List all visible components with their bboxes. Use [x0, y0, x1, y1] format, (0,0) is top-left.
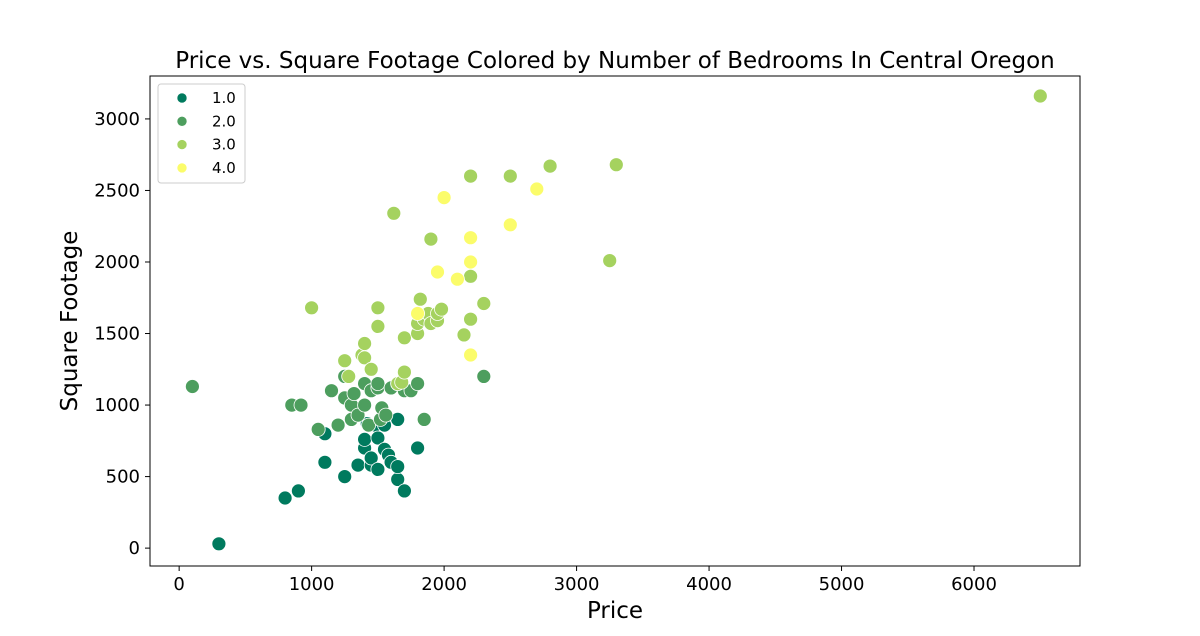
data-point-bedrooms-3-0	[542, 158, 558, 174]
data-point-bedrooms-2-0	[361, 417, 377, 433]
data-point-bedrooms-4-0	[463, 230, 479, 246]
y-axis-ticks: 0 500 1000 1500 2000 2500 3000	[94, 109, 150, 559]
data-point-bedrooms-1-0	[290, 483, 306, 499]
data-point-bedrooms-4-0	[463, 347, 479, 363]
y-tick-label: 500	[106, 467, 140, 488]
data-point-bedrooms-3-0	[363, 361, 379, 377]
data-point-bedrooms-3-0	[370, 300, 386, 316]
data-point-bedrooms-2-0	[416, 411, 432, 427]
legend-marker	[176, 92, 188, 104]
data-point-bedrooms-4-0	[463, 254, 479, 270]
data-point-bedrooms-2-0	[330, 417, 346, 433]
data-point-bedrooms-3-0	[341, 368, 357, 384]
data-points	[184, 88, 1048, 552]
data-point-bedrooms-1-0	[390, 459, 406, 475]
data-point-bedrooms-1-0	[370, 461, 386, 477]
data-point-bedrooms-3-0	[386, 205, 402, 221]
data-point-bedrooms-3-0	[396, 330, 412, 346]
data-point-bedrooms-2-0	[310, 421, 326, 437]
legend-items: 1.0 2.0 3.0 4.0	[176, 89, 236, 177]
x-tick-label: 1000	[289, 574, 335, 595]
data-point-bedrooms-3-0	[434, 301, 449, 317]
data-point-bedrooms-3-0	[423, 231, 439, 247]
data-point-bedrooms-3-0	[456, 327, 472, 343]
data-point-bedrooms-4-0	[449, 271, 465, 287]
x-tick-label: 0	[173, 574, 184, 595]
x-tick-label: 6000	[951, 574, 997, 595]
legend-label: 2.0	[212, 112, 236, 130]
legend-marker	[176, 116, 188, 127]
data-point-bedrooms-1-0	[317, 454, 333, 470]
data-point-bedrooms-3-0	[502, 168, 518, 184]
data-point-bedrooms-3-0	[357, 336, 373, 351]
y-tick-label: 1500	[94, 324, 140, 345]
x-axis-ticks: 0 1000 2000 3000 4000 5000 6000	[173, 566, 997, 595]
y-tick-label: 1000	[94, 395, 140, 416]
y-tick-label: 2000	[94, 252, 140, 273]
data-point-bedrooms-4-0	[410, 306, 426, 321]
data-point-bedrooms-2-0	[357, 397, 373, 413]
legend-marker	[176, 162, 188, 174]
data-point-bedrooms-3-0	[602, 253, 618, 269]
data-point-bedrooms-2-0	[324, 383, 339, 399]
x-tick-label: 3000	[554, 574, 600, 595]
x-axis-label: Price	[587, 598, 643, 624]
data-point-bedrooms-4-0	[529, 181, 545, 197]
data-point-bedrooms-3-0	[337, 353, 353, 369]
data-point-bedrooms-4-0	[502, 217, 518, 233]
y-tick-label: 0	[129, 538, 140, 559]
data-point-bedrooms-3-0	[370, 318, 386, 334]
data-point-bedrooms-1-0	[211, 536, 227, 552]
data-point-bedrooms-3-0	[1032, 88, 1048, 104]
data-point-bedrooms-2-0	[293, 397, 309, 413]
data-point-bedrooms-1-0	[370, 430, 386, 446]
data-point-bedrooms-2-0	[378, 407, 394, 423]
data-point-bedrooms-3-0	[463, 168, 479, 184]
data-point-bedrooms-1-0	[396, 483, 412, 499]
data-point-bedrooms-4-0	[430, 264, 445, 280]
x-tick-label: 2000	[421, 574, 467, 595]
data-point-bedrooms-2-0	[184, 379, 200, 394]
data-point-bedrooms-3-0	[608, 157, 624, 173]
data-point-bedrooms-2-0	[476, 368, 492, 384]
legend-label: 1.0	[212, 89, 236, 107]
data-point-bedrooms-3-0	[463, 311, 479, 327]
data-point-bedrooms-2-0	[410, 376, 426, 392]
data-point-bedrooms-3-0	[463, 268, 479, 284]
data-point-bedrooms-1-0	[363, 450, 379, 466]
data-point-bedrooms-1-0	[337, 469, 353, 485]
data-point-bedrooms-1-0	[357, 431, 373, 447]
y-tick-label: 2500	[94, 180, 140, 201]
legend-label: 3.0	[212, 136, 236, 154]
data-point-bedrooms-3-0	[476, 296, 492, 311]
data-point-bedrooms-2-0	[370, 376, 386, 392]
y-tick-label: 3000	[94, 109, 140, 130]
plot-frame	[149, 75, 1081, 567]
data-point-bedrooms-3-0	[304, 300, 320, 316]
data-point-bedrooms-1-0	[350, 457, 366, 473]
legend: 1.0 2.0 3.0 4.0	[157, 83, 246, 184]
legend-marker	[176, 139, 188, 150]
x-tick-label: 5000	[819, 574, 865, 595]
data-point-bedrooms-1-0	[277, 490, 293, 506]
data-point-bedrooms-4-0	[436, 190, 452, 206]
data-point-bedrooms-3-0	[396, 364, 412, 380]
chart-title: Price vs. Square Footage Colored by Numb…	[175, 48, 1054, 74]
x-tick-label: 4000	[686, 574, 732, 595]
data-point-bedrooms-2-0	[346, 386, 362, 402]
legend-box	[157, 83, 246, 184]
y-axis-label: Square Footage	[57, 231, 83, 412]
data-point-bedrooms-3-0	[412, 291, 428, 307]
legend-label: 4.0	[212, 159, 236, 177]
data-point-bedrooms-1-0	[410, 440, 426, 456]
